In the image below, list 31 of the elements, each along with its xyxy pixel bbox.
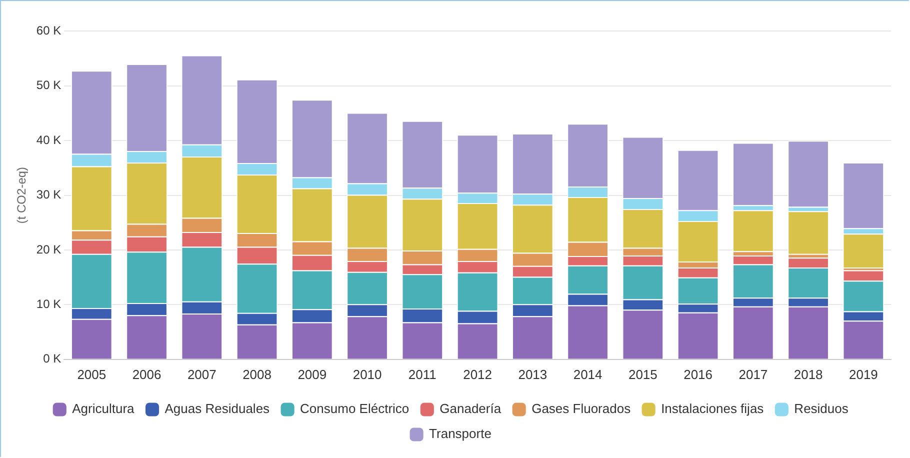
legend-label: Agricultura xyxy=(72,401,136,416)
legend-label: Aguas Residuales xyxy=(164,401,270,416)
x-tick-label: 2018 xyxy=(794,366,823,382)
y-tick-label: 10 K xyxy=(36,297,62,312)
legend-label: Instalaciones fijas xyxy=(661,401,764,416)
x-tick-label: 2008 xyxy=(242,366,272,382)
y-axis-title: (t CO2-eq) xyxy=(14,166,29,224)
x-tick-label: 2014 xyxy=(573,366,602,382)
legend-label: Consumo Eléctrico xyxy=(300,401,410,416)
x-tick-label: 2012 xyxy=(463,366,492,382)
y-tick-label: 20 K xyxy=(36,242,62,256)
x-tick-label: 2017 xyxy=(738,366,768,382)
x-tick-label: 2009 xyxy=(298,366,327,382)
y-tick-label: 0 K xyxy=(43,352,62,366)
x-tick-label: 2006 xyxy=(132,366,162,382)
legend-label: Ganadería xyxy=(440,401,502,416)
legend-label: Transporte xyxy=(429,426,492,442)
y-tick-label: 50 K xyxy=(36,78,62,92)
x-tick-label: 2019 xyxy=(848,366,878,382)
x-tick-label: 2010 xyxy=(352,366,382,382)
x-tick-label: 2005 xyxy=(77,366,106,382)
x-tick-label: 2007 xyxy=(187,366,216,382)
x-tick-label: 2015 xyxy=(628,366,658,382)
y-tick-label: 30 K xyxy=(36,188,62,202)
y-tick-label: 40 K xyxy=(36,132,62,147)
legend-label: Residuos xyxy=(794,401,849,416)
legend-label: Gases Fluorados xyxy=(532,401,632,416)
x-tick-label: 2013 xyxy=(518,366,548,382)
x-tick-label: 2016 xyxy=(684,366,713,382)
y-tick-label: 60 K xyxy=(36,24,62,38)
x-tick-label: 2011 xyxy=(408,366,436,382)
